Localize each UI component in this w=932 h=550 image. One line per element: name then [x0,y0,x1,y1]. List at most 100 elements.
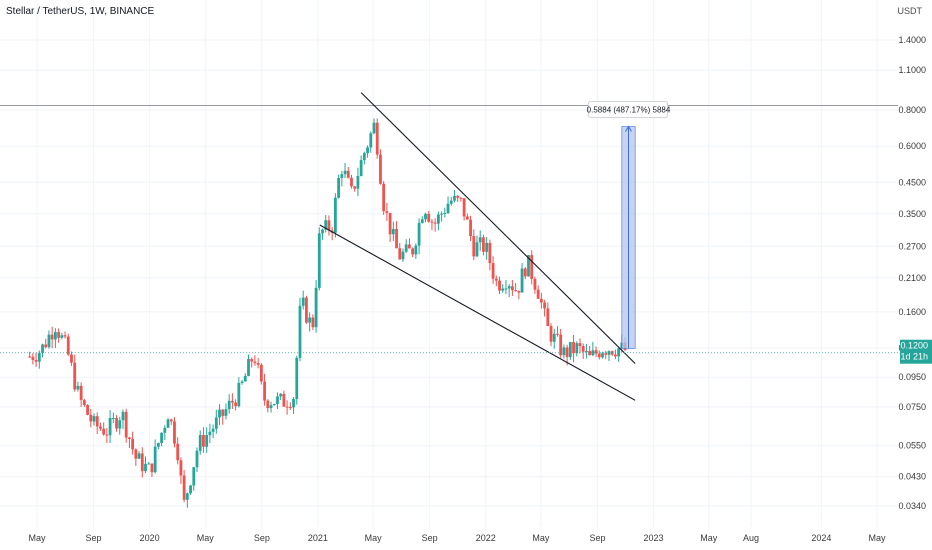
projection-arrow-head [625,125,632,132]
candle-body [404,244,408,252]
lower-trendline [319,224,636,401]
candle-body [581,346,585,352]
candle-body [247,359,250,376]
candle-body [527,255,530,277]
candle-body [440,213,443,215]
projection-label: 0.5884 (487.17%) 5884 [587,106,671,115]
trendlines-layer[interactable] [319,92,636,401]
candle-body [568,342,572,358]
candle-body [465,216,469,220]
candle-body [408,244,411,249]
candle-body [173,421,176,444]
candle-body [34,359,38,362]
candle-body [214,417,218,429]
candle-body [530,255,534,279]
candle-body [585,350,588,352]
x-tick-label: 2021 [308,533,328,543]
candle-body [179,460,183,476]
candle-body [546,308,550,327]
candle-body [182,475,186,500]
candle-body [517,290,521,293]
candle-body [185,493,189,500]
candle-body [324,220,328,230]
candle-body [224,409,228,416]
candle-body [305,297,308,323]
candle-body [218,409,221,418]
candle-body [552,333,556,342]
x-axis[interactable]: May Sep 2020 May Sep 2021 May Sep 2022 May Sep 2023… [28,533,886,543]
candle-body [369,133,373,148]
candle-body [543,302,546,309]
candle-body [288,406,292,408]
candle-body [234,402,238,407]
candle-body [472,236,476,257]
candle-body [92,416,96,422]
x-tick-label: 2023 [644,533,664,543]
candle-body [424,213,427,220]
candle-body [469,219,472,237]
candle-body [430,221,434,223]
y-tick-label: 0.0950 [898,372,926,382]
candle-body [514,290,518,292]
candle-body [111,417,115,419]
candle-body [86,404,89,415]
candle-body [272,404,276,406]
candle-body [140,453,144,472]
candle-body [398,248,402,260]
candle-body [131,439,135,450]
candle-body [202,434,205,447]
candle-body [137,453,141,459]
candle-body [70,354,73,363]
candle-body [237,382,241,407]
candle-body [144,463,147,472]
candle-body [53,332,57,340]
candle-body [28,356,32,358]
y-axis[interactable]: 1.4000 1.1000 0.8000 0.6000 0.4500 0.3500 0.27… [898,35,932,511]
candle-body [523,268,527,277]
candle-body [285,406,289,408]
candle-body [160,432,163,444]
candle-body [433,222,437,224]
y-tick-label: 0.6000 [898,141,926,151]
candle-body [321,229,324,234]
grid-lines [0,0,898,527]
candle-body [420,219,424,223]
candle-body [511,286,514,291]
candle-body [559,334,563,356]
candle-body [588,350,592,356]
x-tick-label: May [868,533,886,543]
candle-body [607,351,611,355]
candle-body [276,396,279,405]
candle-body [163,427,167,433]
candle-body [504,288,508,290]
candle-body [533,278,537,290]
candle-body [366,147,369,154]
candle-body [41,344,44,353]
candle-body [382,183,386,212]
candle-body [317,233,321,288]
measure-projection[interactable]: 0.5884 (487.17%) 5884 [587,101,671,349]
candle-body [482,237,485,252]
candle-body [227,400,231,410]
candle-body [572,342,575,354]
y-tick-label: 0.1600 [898,307,926,317]
candle-body [337,177,341,198]
candle-body [401,251,405,260]
candle-body [601,353,604,358]
candle-body [102,428,106,435]
current-price-value: 0.1200 [900,341,928,351]
candle-body [231,400,234,403]
x-tick-label: Aug [743,533,759,543]
candle-body [121,411,125,421]
candle-body [379,154,382,184]
candle-body [105,434,109,436]
y-tick-label: 1.1000 [898,65,926,75]
candle-body [327,220,331,231]
candle-body [343,170,347,175]
candles-layer [28,118,627,508]
candle-body [597,353,601,358]
candle-body [591,350,595,356]
upper-trendline [360,92,636,364]
